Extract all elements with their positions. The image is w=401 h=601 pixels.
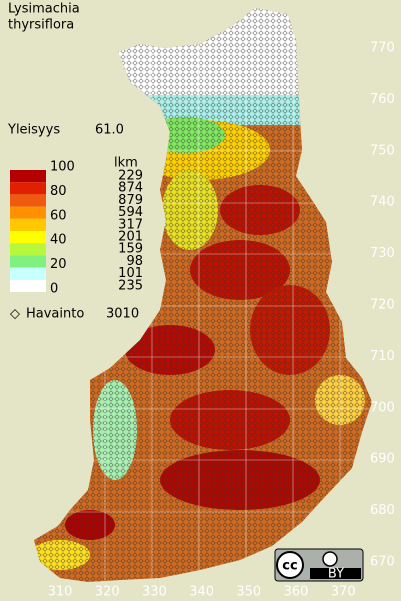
y-axis-label: 760 <box>370 92 395 107</box>
legend-count: 229 <box>118 169 143 184</box>
license-badge: cc BY <box>274 548 364 582</box>
legend-swatch <box>10 182 46 195</box>
frequency-value: 61.0 <box>95 123 124 138</box>
legend-count: 879 <box>118 193 143 208</box>
y-axis-label: 680 <box>370 503 395 518</box>
legend-scale-label: 80 <box>50 184 67 199</box>
legend-count: 874 <box>118 181 143 196</box>
legend-scale-label: 40 <box>50 233 67 248</box>
legend-swatch <box>10 206 46 219</box>
x-axis-label: 320 <box>95 585 120 600</box>
x-axis-label: 350 <box>236 585 261 600</box>
legend-swatch <box>10 255 46 268</box>
y-axis-label: 690 <box>370 452 395 467</box>
x-axis-label: 330 <box>142 585 167 600</box>
x-axis-label: 340 <box>189 585 214 600</box>
legend-count: 101 <box>118 266 143 281</box>
observation-count: 3010 <box>106 307 139 322</box>
legend-swatch <box>10 231 46 244</box>
observation-label: Havainto <box>26 307 84 322</box>
observation-marker: ◇ <box>10 307 20 322</box>
legend-scale-label: 0 <box>50 282 58 297</box>
x-axis-label: 370 <box>331 585 356 600</box>
legend-swatch <box>10 170 46 183</box>
legend-count: 594 <box>118 205 143 220</box>
frequency-label: Yleisyys <box>7 123 60 138</box>
y-axis-label: 720 <box>370 298 395 313</box>
legend-swatch <box>10 279 46 292</box>
title: Lysimachia <box>8 2 80 17</box>
legend-scale-label: 20 <box>50 257 67 272</box>
legend-swatch <box>10 194 46 207</box>
legend-count: 159 <box>118 242 143 257</box>
x-axis-label: 310 <box>48 585 73 600</box>
legend-scale-label: 100 <box>50 160 75 175</box>
y-axis-label: 740 <box>370 195 395 210</box>
y-axis-label: 710 <box>370 349 395 364</box>
legend-count: 98 <box>126 254 143 269</box>
y-axis-label: 770 <box>370 41 395 56</box>
cc-logo: cc <box>282 559 297 574</box>
legend-swatch <box>10 243 46 256</box>
y-axis-label: 670 <box>370 555 395 570</box>
legend-swatch <box>10 267 46 280</box>
y-axis-label: 750 <box>370 143 395 158</box>
x-axis-label: 360 <box>284 585 309 600</box>
legend-count: 201 <box>118 230 143 245</box>
legend-swatch <box>10 218 46 231</box>
count-header: lkm <box>114 156 138 171</box>
legend-count: 235 <box>118 278 143 293</box>
y-axis-label: 730 <box>370 246 395 261</box>
title: thyrsiflora <box>8 18 74 33</box>
y-axis-label: 700 <box>370 400 395 415</box>
license-label: BY <box>328 567 344 582</box>
legend-scale-label: 60 <box>50 208 67 223</box>
legend-count: 317 <box>118 217 143 232</box>
